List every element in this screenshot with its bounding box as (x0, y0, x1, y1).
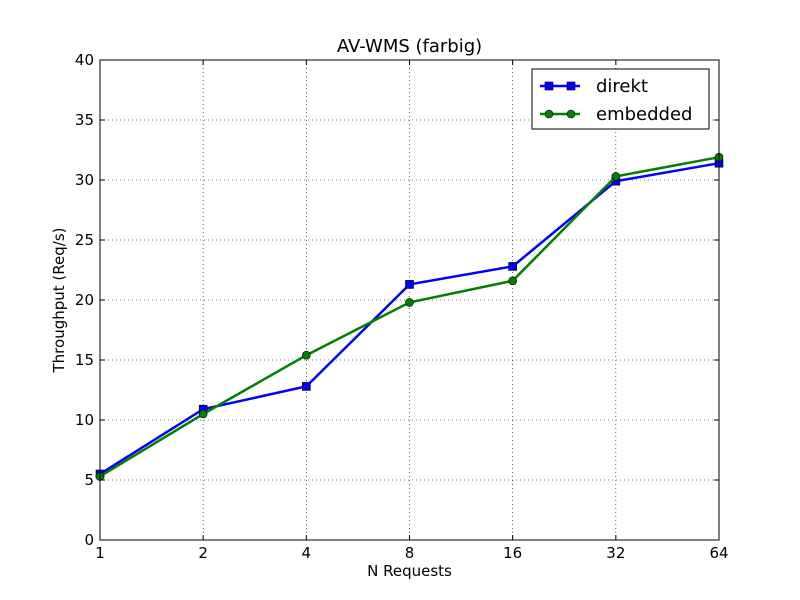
x-tick-label: 1 (95, 544, 105, 562)
y-tick-label: 0 (84, 531, 94, 549)
legend-label: direkt (596, 76, 648, 97)
legend-marker (566, 109, 576, 119)
data-point-embedded (302, 350, 311, 360)
chart-title: AV-WMS (farbig) (337, 36, 482, 57)
series-layer (95, 152, 724, 481)
data-point-direkt (405, 280, 414, 289)
y-tick-label: 15 (75, 351, 94, 369)
y-tick-label: 5 (84, 471, 94, 489)
data-point-embedded (405, 298, 414, 307)
data-point-embedded (198, 409, 208, 419)
y-axis-label: Throughput (Req/s) (50, 228, 68, 374)
y-tick-label: 30 (75, 171, 94, 189)
legend-item-direkt: direkt (540, 76, 648, 97)
y-tick-label: 10 (75, 411, 94, 429)
x-tick-label: 4 (302, 544, 312, 562)
y-tick-label: 20 (75, 291, 94, 309)
data-point-embedded (611, 172, 621, 181)
legend-label: embedded (596, 104, 692, 125)
x-axis-label: N Requests (367, 562, 452, 580)
legend-marker (544, 81, 554, 91)
x-tick-label: 8 (405, 544, 415, 562)
ticks (99, 59, 720, 541)
x-tick-label: 64 (709, 544, 728, 562)
legend-marker (544, 109, 554, 119)
y-tick-label: 25 (75, 231, 94, 249)
data-point-direkt (508, 262, 517, 271)
x-tick-label: 16 (503, 544, 522, 562)
data-point-direkt (302, 382, 311, 391)
data-point-embedded (508, 276, 517, 286)
tick-labels: 1 2 4 8 16 32 64 0 5 10 15 20 25 30 35 40 (75, 51, 729, 562)
legend-item-embedded: embedded (540, 104, 692, 125)
legend-box (531, 68, 710, 130)
y-tick-label: 40 (75, 51, 94, 69)
x-tick-label: 32 (606, 544, 625, 562)
legend-marker (566, 81, 576, 91)
x-tick-label: 2 (198, 544, 208, 562)
legend: direkt embedded (531, 68, 710, 130)
y-tick-label: 35 (75, 111, 94, 129)
